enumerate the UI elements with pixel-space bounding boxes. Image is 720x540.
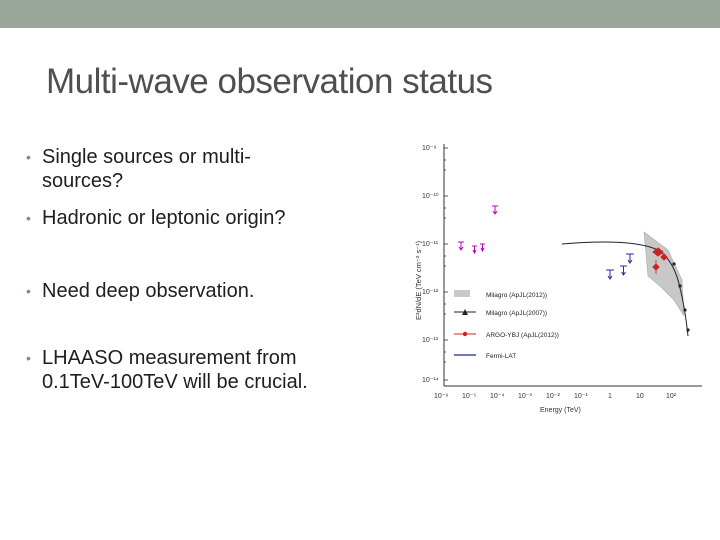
top-bar xyxy=(0,0,720,28)
y-tick-label: 10⁻¹² xyxy=(422,289,439,296)
bullet-item: • Hadronic or leptonic origin? xyxy=(26,206,286,230)
bullet-text: LHAASO measurement from xyxy=(42,347,297,369)
sed-plot-svg: 10⁻⁹ 10⁻¹⁰ 10⁻¹¹ 10⁻¹² 10⁻¹³ 10⁻¹⁴ E²dN/… xyxy=(414,144,702,414)
x-tick-label: 10⁻⁶ xyxy=(434,393,448,400)
x-tick-label: 10⁻² xyxy=(546,393,560,400)
x-tick-label: 10⁻⁵ xyxy=(462,393,476,400)
bullet-dot: • xyxy=(26,210,31,226)
magenta-upper-limits xyxy=(458,205,498,255)
bullet-item: • Need deep observation. xyxy=(26,279,255,303)
bullet-text-cont: sources? xyxy=(42,170,124,192)
y-tick-label: 10⁻¹⁰ xyxy=(422,192,439,200)
legend-label: Fermi-LAT xyxy=(486,353,516,360)
legend-marker xyxy=(462,309,468,315)
bullet-dot: • xyxy=(26,149,31,165)
bullet-text-cont: 0.1TeV-100TeV will be crucial. xyxy=(42,371,308,393)
y-tick-label: 10⁻¹¹ xyxy=(422,241,439,248)
x-tick-label: 10⁻³ xyxy=(518,393,532,400)
legend-marker xyxy=(462,331,468,337)
x-tick-label: 10⁻⁴ xyxy=(490,393,505,400)
bullet-text: Hadronic or leptonic origin? xyxy=(42,207,286,229)
sed-plot-image: 10⁻⁹ 10⁻¹⁰ 10⁻¹¹ 10⁻¹² 10⁻¹³ 10⁻¹⁴ E²dN/… xyxy=(412,140,710,422)
argo-points xyxy=(652,247,668,274)
x-axis-label: Energy (TeV) xyxy=(540,407,581,414)
milagro-band xyxy=(643,231,685,317)
y-tick-label: 10⁻¹³ xyxy=(422,337,439,344)
model-curve xyxy=(561,241,689,337)
blue-upper-limits xyxy=(606,253,634,280)
bullet-text: Single sources or multi- xyxy=(42,146,251,168)
x-tick-label: 10⁻¹ xyxy=(574,393,588,400)
bullet-item: • LHAASO measurement from 0.1TeV-100TeV … xyxy=(26,346,308,394)
bullet-text: Need deep observation. xyxy=(42,280,255,302)
x-tick-label: 1 xyxy=(608,393,612,400)
y-axis-label: E²dN/dE (TeV cm⁻² s⁻¹) xyxy=(414,240,423,320)
milagro-2007-points xyxy=(672,262,690,332)
legend-swatch-band xyxy=(454,290,470,297)
bullet-item: • Single sources or multi- sources? xyxy=(26,145,251,193)
x-tick-label: 10 xyxy=(636,393,644,400)
legend-label: ARGO-YBJ (ApJL(2012)) xyxy=(486,332,559,339)
legend-label: Milagro (ApJL(2007)) xyxy=(486,310,547,317)
y-tick-label: 10⁻⁹ xyxy=(422,145,436,152)
bullet-dot: • xyxy=(26,283,31,299)
slide-title: Multi-wave observation status xyxy=(46,62,493,101)
x-tick-label: 10² xyxy=(666,393,677,400)
legend-label: Milagro (ApJL(2012)) xyxy=(486,292,547,299)
y-tick-label: 10⁻¹⁴ xyxy=(422,377,439,384)
bullet-dot: • xyxy=(26,350,31,366)
